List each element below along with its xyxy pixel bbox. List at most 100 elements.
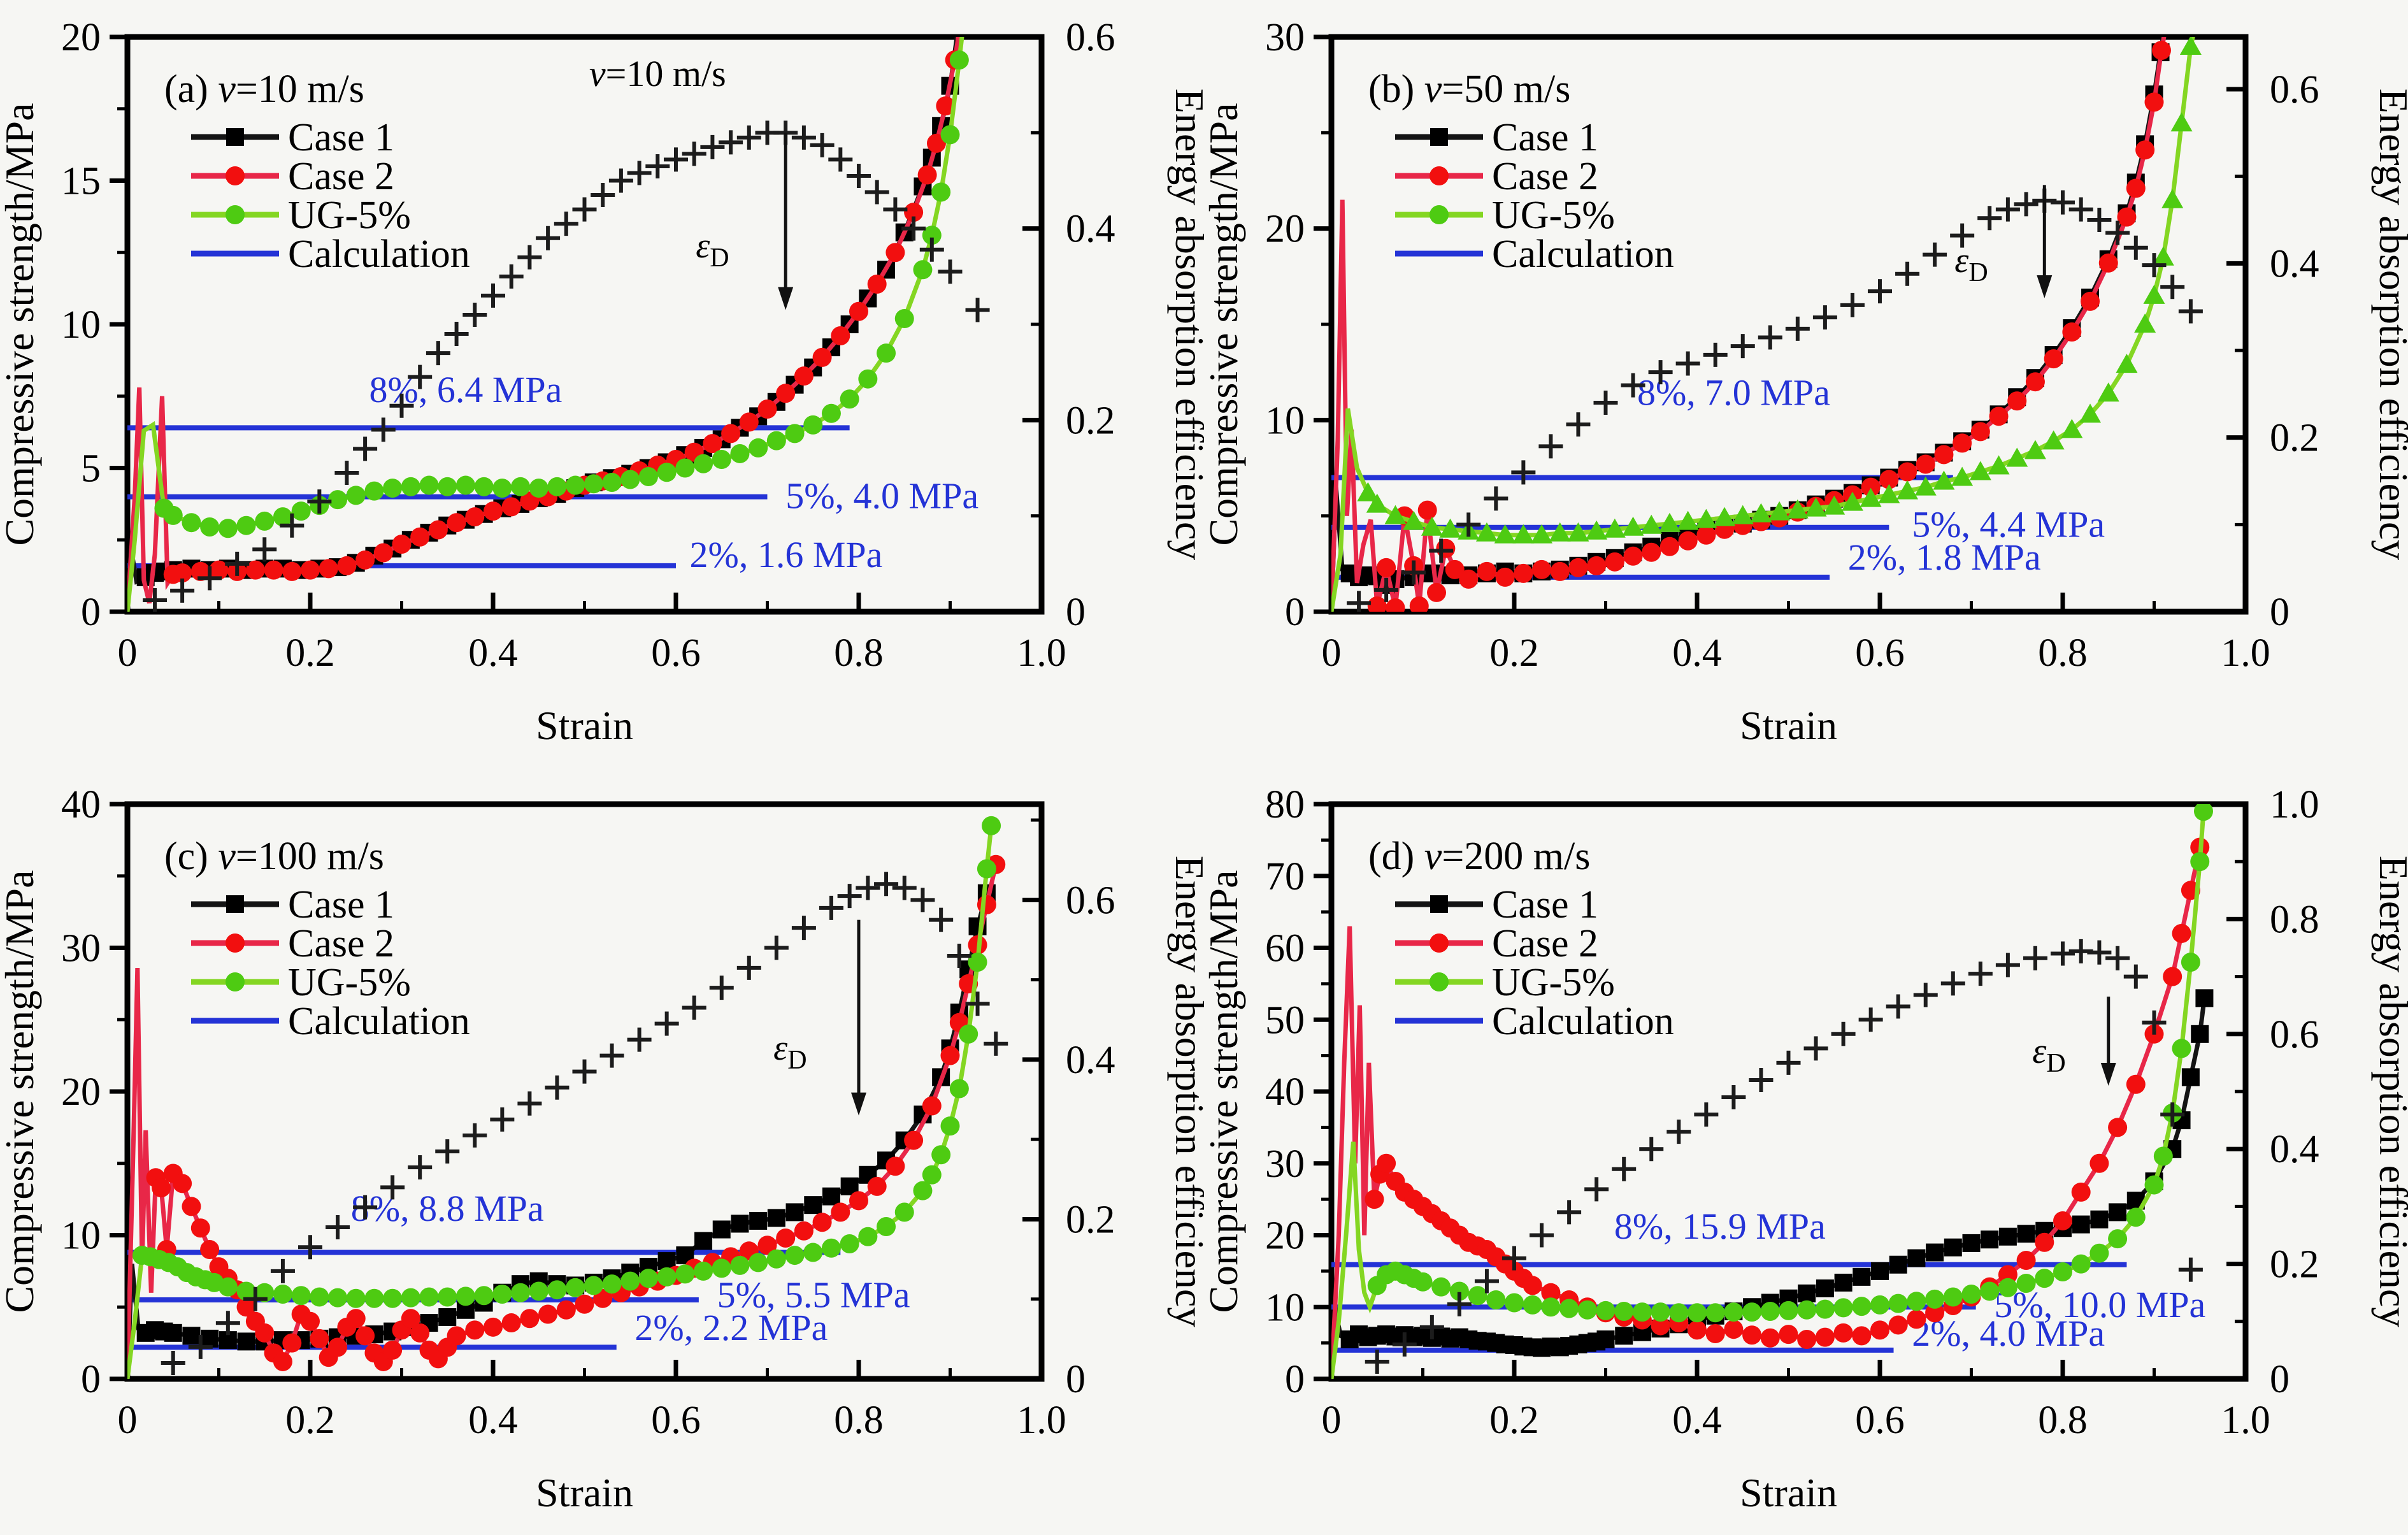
efficiency-plus-marker [1749, 1067, 1774, 1092]
series-circle-marker [173, 563, 192, 583]
series-circle-marker [831, 1202, 850, 1222]
right-tick-label: 0.2 [1066, 1198, 1115, 1241]
case1-square-marker [1962, 1234, 1981, 1252]
efficiency-plus-marker [161, 1350, 185, 1375]
ug5-triangle-marker [1677, 510, 1699, 530]
efficiency-plus-marker [1868, 279, 1892, 304]
efficiency-plus-marker [847, 163, 871, 188]
series-circle-marker [831, 326, 850, 346]
efficiency-plus-marker [1474, 1269, 1499, 1294]
series-circle-marker [1779, 1325, 1798, 1344]
efficiency-plus-marker [1758, 325, 1782, 350]
epsilon-d-label: εD [1954, 241, 1988, 287]
series-circle-marker [566, 475, 585, 495]
ug5-triangle-marker [1914, 476, 1937, 496]
series-circle-marker [1559, 1299, 1579, 1318]
ug5-triangle-marker [2097, 382, 2119, 402]
efficiency-plus-marker [837, 884, 862, 909]
left-tick-label: 5 [81, 447, 101, 491]
series-circle-marker [282, 561, 302, 581]
series-circle-marker [373, 543, 393, 563]
series-circle-marker [885, 243, 905, 263]
series-circle-marker [328, 1337, 348, 1357]
series-circle-marker [2053, 1262, 2072, 1282]
densification-strain-annotation: εD [696, 133, 794, 310]
series-circle-marker [1632, 1302, 1652, 1322]
efficiency-plus-marker [1840, 292, 1865, 317]
ug5-triangle-marker [1896, 480, 1919, 500]
series-circle-marker [940, 1116, 960, 1136]
x-tick-label: 0.2 [1489, 631, 1539, 675]
series-circle-marker [1925, 1303, 1945, 1323]
series-circle-marker [1779, 1301, 1798, 1320]
efficiency-plus-marker [1995, 953, 2020, 977]
efficiency-plus-marker [1347, 591, 1372, 612]
ug5-triangle-marker [1969, 461, 1991, 480]
series-circle-marker [840, 389, 859, 409]
case1-square-marker [712, 1220, 731, 1239]
x-tick-label: 0.8 [2038, 1399, 2088, 1442]
efficiency-plus-marker [2014, 192, 2039, 217]
case1-square-marker [1816, 1279, 1834, 1297]
epsilon-d-label: εD [773, 1028, 806, 1075]
series-circle-marker [273, 1351, 292, 1371]
series-group [1331, 804, 2214, 1379]
calc-annotation: 2%, 4.0 MPa [1912, 1313, 2105, 1354]
efficiency-plus-marker [682, 995, 706, 1020]
ug5-triangle-marker [2061, 419, 2083, 438]
series-circle-marker [328, 1288, 348, 1308]
series-circle-marker [1852, 1326, 1872, 1346]
efficiency-plus-marker [188, 1334, 213, 1359]
efficiency-plus-marker [947, 944, 971, 969]
efficiency-plus-marker [2178, 299, 2203, 324]
series-circle-marker [940, 1046, 960, 1065]
series-circle-marker [1888, 1294, 1908, 1313]
series-circle-marker [794, 1221, 813, 1241]
series-circle-marker [419, 1287, 439, 1307]
efficiency-plus-marker [1538, 434, 1563, 459]
efficiency-plus-marker [627, 1027, 652, 1052]
case1-square-marker [1926, 1243, 1944, 1262]
series-circle-marker [757, 1236, 777, 1255]
case1-square-marker [164, 1323, 182, 1342]
series-circle-marker [1833, 1298, 1853, 1318]
series-circle-marker [511, 1283, 531, 1302]
efficiency-plus-marker [791, 916, 816, 940]
series-circle-marker [226, 933, 245, 953]
series-circle-marker [1614, 1302, 1634, 1322]
efficiency-plus-marker [910, 888, 935, 912]
legend-label: Case 1 [288, 883, 394, 926]
efficiency-plus-marker [2142, 253, 2167, 278]
efficiency-plus-marker [426, 341, 450, 366]
efficiency-plus-marker [1401, 560, 1426, 585]
ug5-triangle-marker [2134, 313, 2156, 333]
case1-square-marker [182, 1327, 201, 1345]
right-tick-label: 0.6 [2270, 68, 2319, 112]
series-circle-marker [1468, 1286, 1487, 1306]
efficiency-plus-marker [225, 551, 250, 576]
legend-label: Calculation [1492, 1000, 1674, 1043]
series-circle-marker [355, 550, 375, 570]
efficiency-plus-marker [2160, 1102, 2185, 1127]
series-circle-marker [346, 1309, 366, 1329]
right-axis-label: Energy absorption efficiency [2371, 89, 2408, 561]
series-circle-marker [1925, 1289, 1945, 1309]
series-circle-marker [2181, 953, 2200, 972]
efficiency-plus-marker [1429, 538, 1454, 563]
series-circle-marker [364, 481, 384, 501]
series-circle-marker [1436, 538, 1456, 558]
efficiency-plus-marker [1730, 334, 1755, 359]
series-circle-marker [730, 1255, 750, 1275]
series-circle-marker [757, 400, 777, 419]
efficiency-plus-marker [864, 180, 889, 205]
efficiency-plus-marker [408, 1155, 433, 1180]
series-circle-marker [226, 166, 245, 185]
x-axis-label: Strain [536, 703, 633, 748]
series-circle-marker [236, 1281, 256, 1301]
efficiency-plus-marker [380, 1175, 405, 1200]
x-axis-label: Strain [1740, 703, 1837, 748]
efficiency-plus-marker [1584, 1177, 1609, 1202]
series-circle-marker [226, 972, 245, 991]
right-tick-label: 0.4 [1066, 1039, 1115, 1082]
